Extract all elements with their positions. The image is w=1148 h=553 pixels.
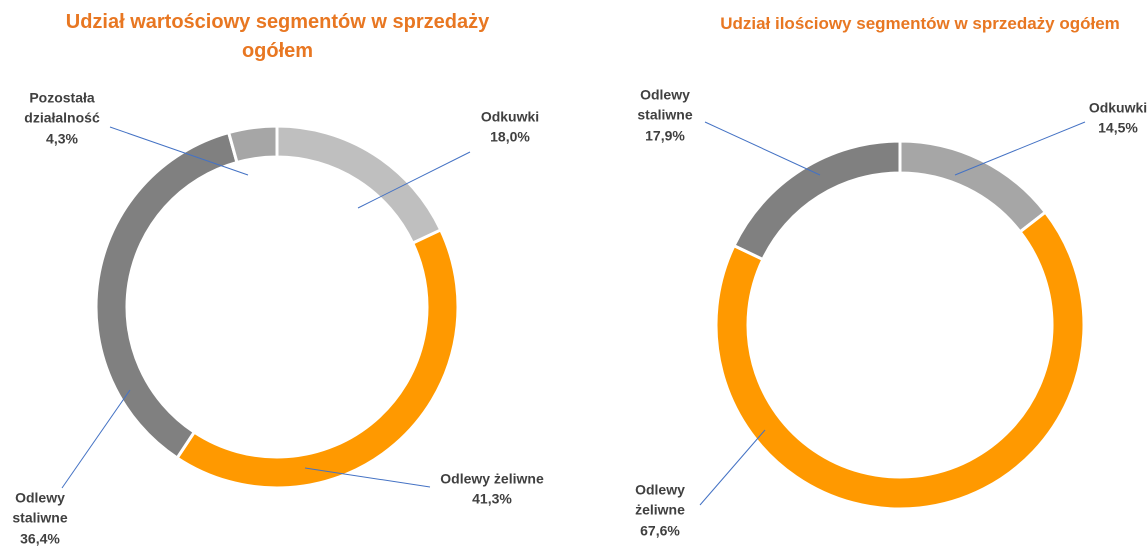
- value-label: 18,0%: [490, 129, 530, 145]
- donut-segment: [275, 124, 443, 246]
- value-label: 14,5%: [1098, 120, 1138, 136]
- donut-segment: [226, 124, 279, 165]
- category-name: Odkuwki: [480, 108, 540, 125]
- donut-segment: [898, 139, 1048, 234]
- chart-title: Udział ilościowy segmentów w sprzedaży o…: [720, 14, 1120, 33]
- donut-segment: [732, 139, 902, 262]
- category-name: Odlewy staliwne: [637, 86, 693, 123]
- value-label: 17,9%: [645, 127, 685, 144]
- category-name: Odlewy żeliwne: [635, 481, 685, 518]
- data-label: Odlewy staliwne 36,4%: [5, 488, 75, 549]
- value-label: 41,3%: [472, 491, 512, 507]
- donut-segment: [175, 227, 460, 490]
- leader-line: [304, 467, 431, 488]
- leader-line: [357, 151, 471, 209]
- data-label: Odlewy żeliwne 41,3%: [422, 469, 562, 510]
- value-label: 4,3%: [46, 130, 78, 147]
- leader-line: [704, 121, 821, 176]
- category-name: Odlewy żeliwne: [440, 470, 544, 487]
- donut-segment: [714, 210, 1086, 511]
- value-label: 36,4%: [20, 530, 60, 547]
- data-label: Odkuwki 18,0%: [470, 107, 550, 148]
- leader-line: [954, 121, 1086, 176]
- leader-line: [61, 389, 131, 489]
- data-label: Odlewy żeliwne 67,6%: [625, 480, 695, 541]
- leader-line: [699, 429, 766, 506]
- data-label: Odkuwki 14,5%: [1083, 98, 1148, 139]
- category-name: Odlewy staliwne: [12, 489, 68, 526]
- data-label: Pozostała działalność 4,3%: [15, 88, 110, 149]
- leader-line: [109, 126, 249, 176]
- category-name: Odkuwki: [1088, 99, 1148, 116]
- category-name: Pozostała działalność: [24, 89, 100, 126]
- value-label: 67,6%: [640, 522, 680, 539]
- data-label: Odlewy staliwne 17,9%: [630, 85, 700, 146]
- chart-title: Udział wartościowy segmentów w sprzedaży…: [65, 11, 490, 62]
